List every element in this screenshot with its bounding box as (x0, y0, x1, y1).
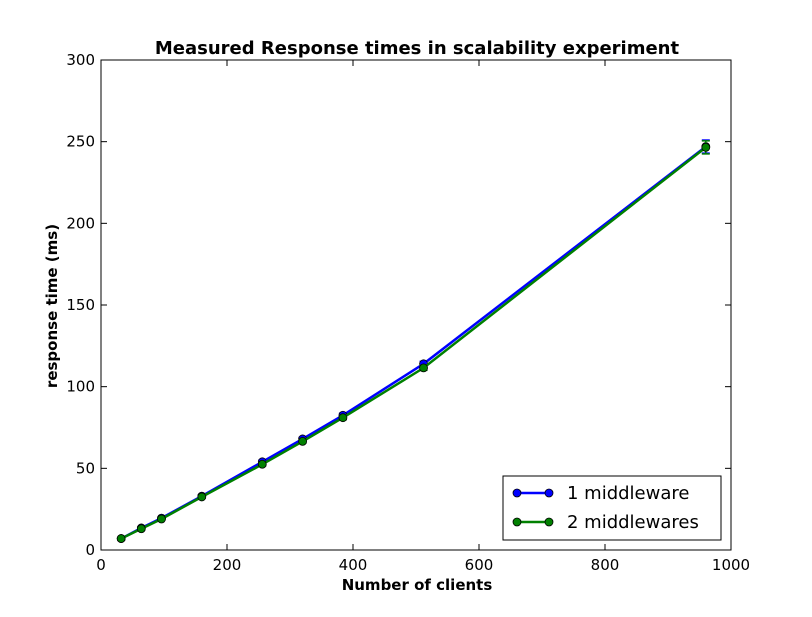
legend-label-1: 1 middleware (567, 483, 689, 504)
data-point-series-2 (157, 514, 166, 524)
legend-marker-2 (512, 517, 522, 527)
data-point-series-2 (298, 436, 308, 446)
y-tick-label: 100 (66, 378, 95, 396)
x-tick-label: 0 (96, 556, 106, 574)
chart-title: Measured Response times in scalability e… (155, 38, 680, 59)
data-point-series-2 (701, 142, 711, 152)
legend-label-2: 2 middlewares (567, 512, 699, 533)
x-tick-label: 800 (591, 556, 620, 574)
x-tick-label: 400 (339, 556, 368, 574)
legend-box (502, 475, 722, 541)
x-tick-label: 600 (465, 556, 494, 574)
y-tick-label: 150 (66, 296, 95, 314)
x-tick-label: 200 (213, 556, 242, 574)
y-tick-label: 0 (85, 541, 95, 559)
data-point-series-2 (116, 534, 126, 543)
plot-area: 0 200 400 600 800 1000 0 50 100 150 200 250 300 (66, 51, 750, 574)
data-point-series-2 (136, 524, 146, 534)
legend-marker-1 (512, 488, 522, 498)
data-point-series-2 (197, 492, 207, 502)
x-tick-label: 1000 (712, 556, 750, 574)
legend-marker-2 (544, 517, 554, 527)
data-point-series-2 (419, 363, 428, 373)
y-tick-label: 50 (76, 459, 95, 477)
y-tick-label: 300 (66, 51, 95, 69)
y-tick-label: 250 (66, 133, 95, 151)
legend: 1 middleware 2 middlewares (502, 475, 722, 541)
y-tick-label: 200 (66, 214, 95, 232)
data-point-series-2 (257, 459, 267, 469)
data-point-series-2 (338, 413, 348, 423)
legend-marker-1 (544, 488, 554, 498)
x-axis-label: Number of clients (342, 576, 493, 594)
y-axis-label: response time (ms) (43, 224, 61, 388)
